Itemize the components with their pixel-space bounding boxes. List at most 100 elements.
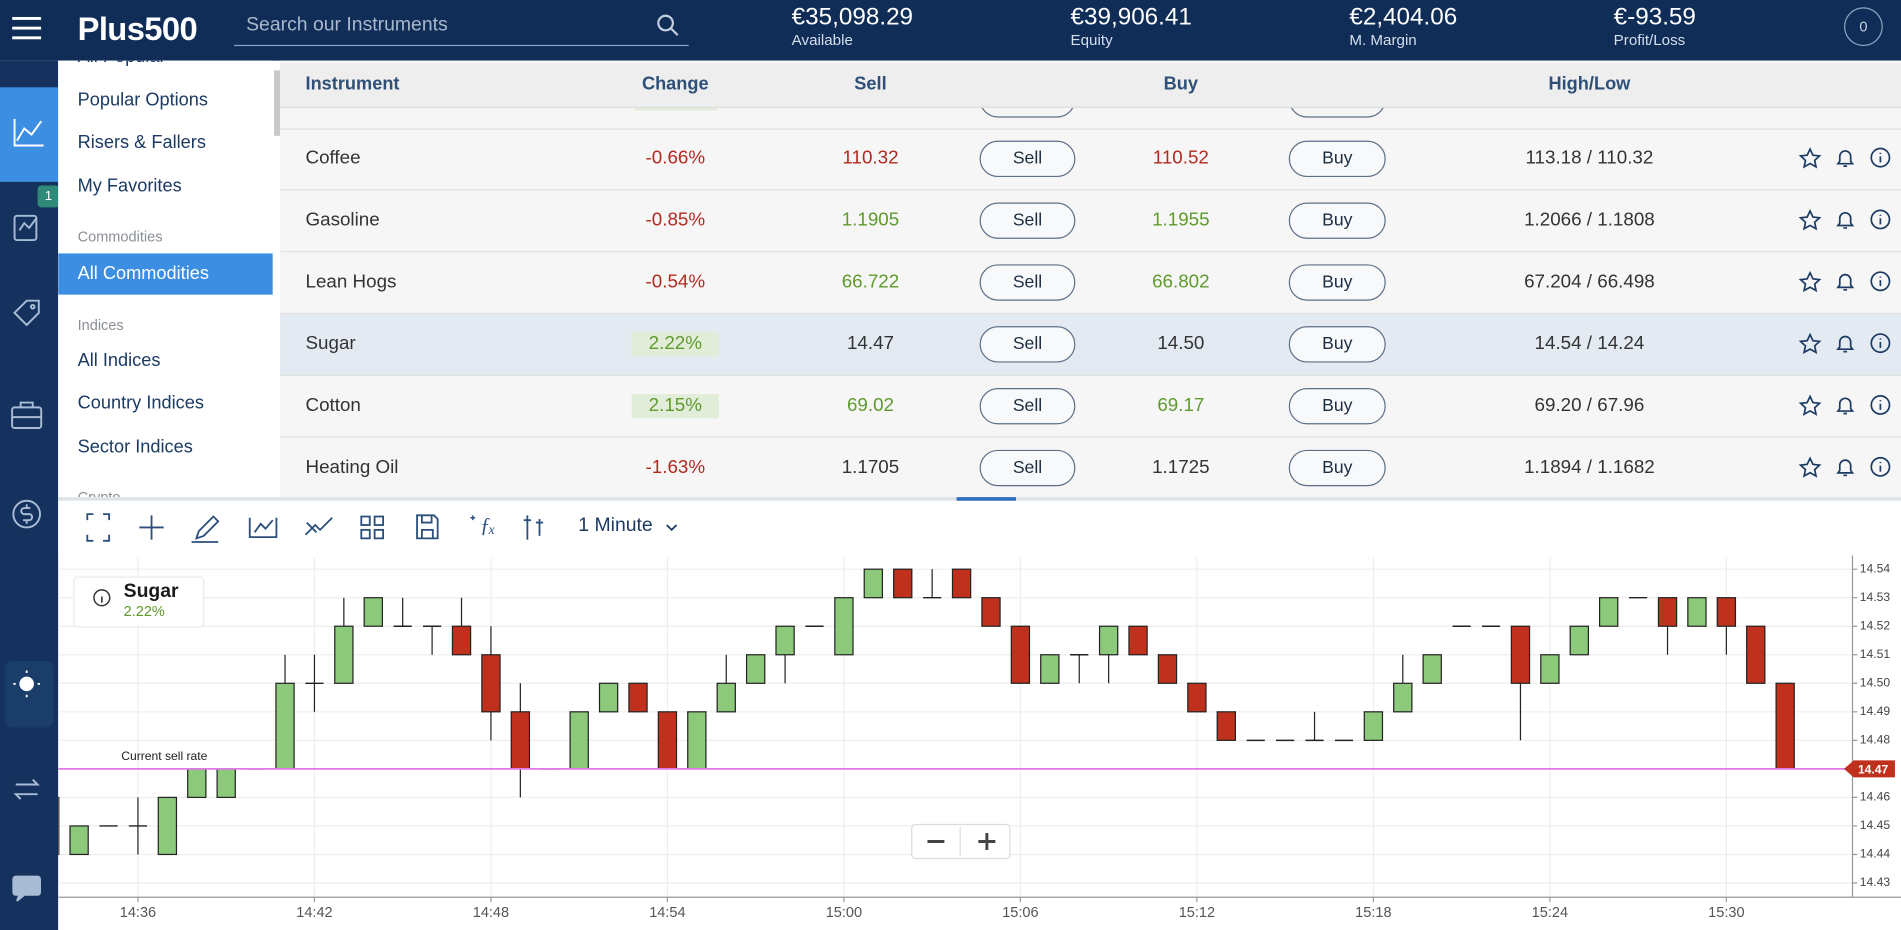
icon-part: x <box>488 522 495 537</box>
sell-button[interactable]: Sell <box>979 264 1076 301</box>
row-icons[interactable] <box>1798 394 1901 418</box>
column-header: Buy <box>1163 73 1199 95</box>
row-icons[interactable] <box>1798 456 1901 480</box>
candle-body <box>481 654 501 713</box>
rail-badge: 1 <box>44 189 53 204</box>
y-tick-label: 14.45 <box>1860 818 1891 832</box>
high-low: 69.20 / 67.96 <box>1534 395 1645 416</box>
buy-button[interactable]: Buy <box>1288 202 1386 239</box>
icon-part <box>13 118 44 147</box>
notifications[interactable]: 0 <box>1844 7 1883 47</box>
column-header: High/Low <box>1548 73 1631 95</box>
menu-item[interactable]: All Indices <box>77 350 161 372</box>
menu-item[interactable]: All Popular <box>78 61 166 69</box>
icon-part <box>248 517 278 539</box>
menu-icon[interactable] <box>12 16 42 40</box>
partial-row <box>280 107 1901 130</box>
row-actions[interactable] <box>1798 394 1901 418</box>
table-row[interactable]: Sugar 2.22% 14.47 Sell 14.50 Buy 14.54 / 14.24 <box>280 314 1901 376</box>
logo[interactable]: Plus500 <box>77 10 198 48</box>
table-row[interactable]: Cotton 2.15% 69.02 Sell 69.17 Buy 69.20 / 67.9… <box>280 376 1901 438</box>
row-icons[interactable] <box>1798 147 1901 171</box>
icon-part <box>1798 270 1822 293</box>
candle-body <box>334 625 354 684</box>
instrument-name: Sugar <box>305 333 356 355</box>
icon-part <box>11 214 43 902</box>
icon-part <box>360 515 371 526</box>
table-row[interactable]: Coffee -0.66% 110.32 Sell 110.52 Buy 113.18 / … <box>280 129 1901 191</box>
row-actions[interactable] <box>1798 209 1901 233</box>
buy-button[interactable]: Buy <box>1288 264 1386 301</box>
high-low: 113.18 / 110.32 <box>1525 147 1654 169</box>
sell-button[interactable]: Sell <box>979 202 1076 239</box>
icon-part <box>139 515 164 540</box>
splitter-handle[interactable] <box>956 497 1016 502</box>
row-icons[interactable] <box>1798 332 1901 356</box>
row-actions[interactable] <box>1798 456 1901 480</box>
interval-caret[interactable] <box>664 521 679 533</box>
menu-item[interactable]: Popular Options <box>77 89 209 111</box>
candle-body <box>687 711 707 770</box>
sell-button[interactable]: Sell <box>979 449 1076 487</box>
stat-value: €-93.59 <box>1613 3 1696 31</box>
interval-select[interactable]: 1 Minute <box>578 515 653 536</box>
row-icons[interactable] <box>1798 209 1901 233</box>
buy-price: 1.1725 <box>1152 457 1210 478</box>
change: 2.15% <box>631 394 719 419</box>
candle-body <box>1010 625 1031 684</box>
x-tick-label: 14:48 <box>473 905 509 921</box>
menu-item[interactable]: Sector Indices <box>77 436 193 458</box>
menu-item[interactable]: All Commodities <box>77 263 209 284</box>
sell-price: 110.32 <box>842 147 899 169</box>
icon-part <box>12 875 41 896</box>
change: -0.85% <box>645 209 706 231</box>
candle-body <box>834 597 854 656</box>
table-row[interactable]: Lean Hogs -0.54% 66.722 Sell 66.802 Buy 67.204… <box>280 252 1901 315</box>
stat-value: €39,906.41 <box>1070 3 1192 31</box>
rail-active[interactable] <box>0 87 59 182</box>
y-tick-label: 14.52 <box>1860 618 1891 632</box>
partial-button[interactable] <box>1288 107 1386 118</box>
table-row[interactable]: Gasoline -0.85% 1.1905 Sell 1.1955 Buy 1.2066 … <box>280 190 1901 253</box>
candle-body <box>745 654 766 684</box>
rail-icons[interactable] <box>0 61 59 930</box>
buy-button[interactable]: Buy <box>1288 140 1386 178</box>
stat-value: €35,098.29 <box>791 3 914 31</box>
sell-button[interactable]: Sell <box>979 388 1076 425</box>
candle-body <box>510 711 531 770</box>
candle-body <box>1363 711 1384 741</box>
search-box[interactable]: Search our Instruments <box>233 6 689 47</box>
x-tick-label: 14:36 <box>120 905 156 921</box>
buy-button[interactable]: Buy <box>1288 388 1386 425</box>
row-icons[interactable] <box>1798 270 1901 294</box>
search-icon[interactable] <box>656 13 680 37</box>
y-tick-label: 14.43 <box>1860 875 1891 889</box>
scrollbar[interactable] <box>273 70 281 136</box>
menu-item[interactable]: Risers & Fallers <box>77 132 206 153</box>
buy-button[interactable]: Buy <box>1288 326 1386 363</box>
candle-body <box>981 597 1001 627</box>
icon-part <box>86 513 111 542</box>
sell-button[interactable]: Sell <box>979 140 1076 178</box>
partial-button[interactable] <box>979 107 1076 118</box>
chart-subtitle: 2.22% <box>124 604 165 620</box>
menu-active[interactable] <box>58 253 273 295</box>
menu-item[interactable]: My Favorites <box>77 175 182 197</box>
info-icon[interactable] <box>93 589 111 607</box>
sell-button[interactable]: Sell <box>979 326 1076 363</box>
instrument-table: Instrument Change Sell Buy High/Low Coff… <box>280 60 1901 498</box>
overlay: 14.47 Current sell rate Sugar 2.22% <box>58 576 1895 860</box>
row-actions[interactable] <box>1798 270 1901 294</box>
buy-price: 66.802 <box>1152 271 1210 293</box>
candle-body <box>1569 625 1589 656</box>
table-row[interactable]: Heating Oil -1.63% 1.1705 Sell 1.1725 Buy 1.18… <box>280 438 1901 497</box>
row-actions[interactable] <box>1798 332 1901 356</box>
buy-button[interactable]: Buy <box>1288 449 1386 487</box>
toolbar-icons[interactable]: ƒ x <box>58 501 567 556</box>
zoom-in[interactable] <box>978 833 996 850</box>
row-actions[interactable] <box>1798 147 1901 171</box>
candle-body <box>569 711 589 770</box>
menu-item[interactable]: Country Indices <box>77 392 204 414</box>
instrument-name: Gasoline <box>305 209 380 231</box>
icon-part <box>1836 335 1855 353</box>
